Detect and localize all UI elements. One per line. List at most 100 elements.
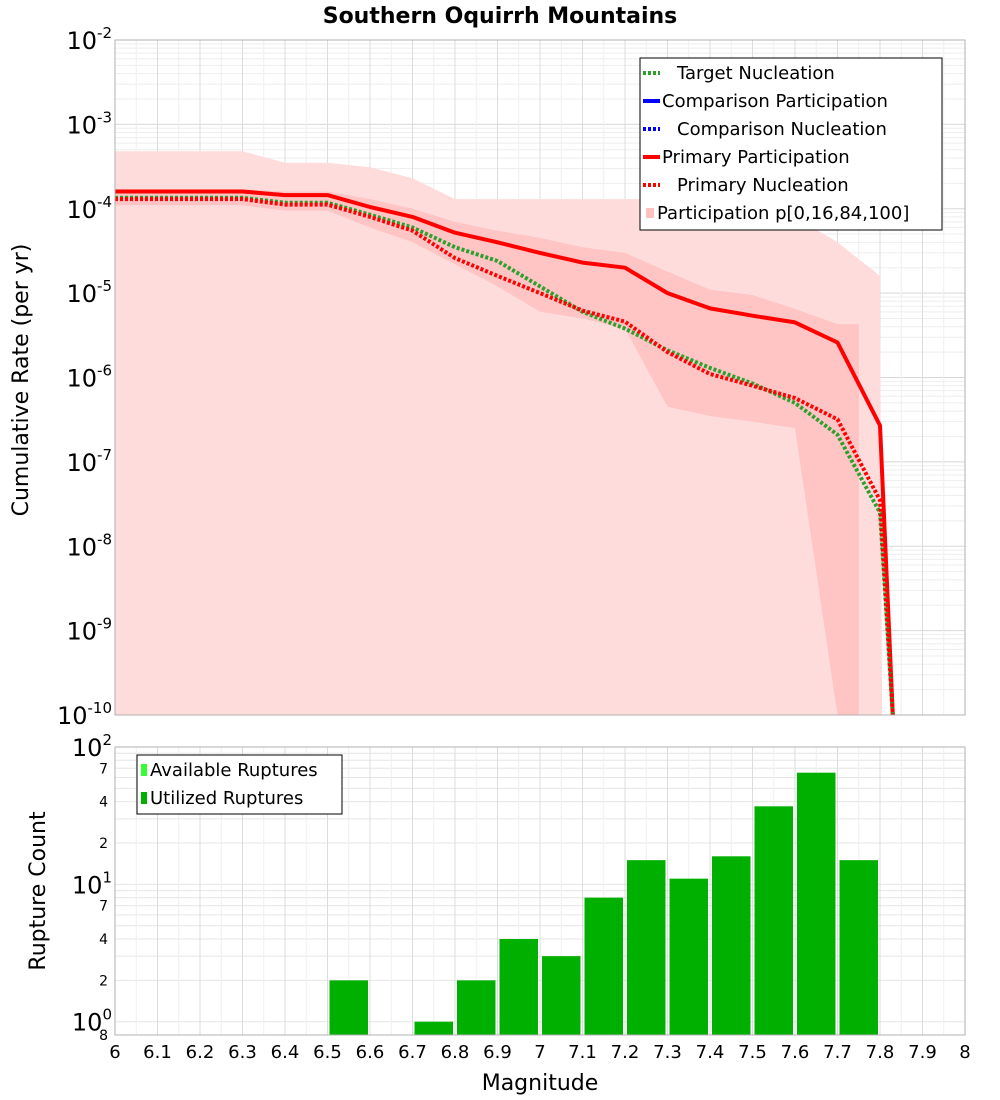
x-tick-label: 6 xyxy=(109,1042,120,1063)
legend-label-available-ruptures: Available Ruptures xyxy=(150,760,318,781)
count-bar xyxy=(499,939,538,1035)
x-tick-label: 7.3 xyxy=(653,1042,682,1063)
rate-plot-frame xyxy=(114,39,966,716)
rate-y-tick-label: 10-7 xyxy=(66,446,112,477)
rate-y-tick-label: 10-8 xyxy=(66,530,112,561)
rate-y-tick-label: 10-4 xyxy=(66,193,112,224)
x-ticks: 6 6.1 6.2 6.3 6.4 6.5 6.6 6.7 6.8 6.9 7 7.1 7.2 7.3 7.… xyxy=(109,1042,970,1063)
count-y-tick-label: 100 xyxy=(72,1006,112,1037)
x-tick-label: 6.6 xyxy=(356,1042,385,1063)
rate-y-tick-base: 10 xyxy=(66,365,97,393)
count-y-tick-label: 2 xyxy=(99,836,108,852)
count-legend: Available Ruptures Utilized Ruptures xyxy=(136,754,343,815)
x-tick-label: 6.8 xyxy=(441,1042,470,1063)
count-y-tick-label: 7 xyxy=(99,761,108,777)
count-y-tick-exponent: 1 xyxy=(102,868,112,886)
count-bar xyxy=(414,1021,453,1035)
rate-y-tick-exponent: -3 xyxy=(97,108,112,126)
rate-y-tick-base: 10 xyxy=(66,280,97,308)
count-y-tick-label: 102 xyxy=(72,731,112,762)
count-y-tick-base: 10 xyxy=(72,871,103,899)
x-tick-label: 7.8 xyxy=(866,1042,895,1063)
rate-y-tick-label: 10-10 xyxy=(57,699,112,730)
count-bar xyxy=(754,806,793,1035)
series-line-primary-nucleation xyxy=(115,197,895,716)
legend-label-participation-p-0-16-84-100-: Participation p[0,16,84,100] xyxy=(657,203,909,224)
legend-swatch-utilized-ruptures xyxy=(141,792,147,804)
count-y-tick-exponent: 2 xyxy=(102,731,112,749)
rate-y-tick-base: 10 xyxy=(66,618,97,646)
count-bar xyxy=(797,772,836,1035)
count-y-tick-label: 101 xyxy=(72,868,112,899)
chart-title: Southern Oquirrh Mountains xyxy=(323,4,678,29)
x-tick-label: 6.9 xyxy=(483,1042,512,1063)
x-tick-label: 7.4 xyxy=(696,1042,725,1063)
x-tick-label: 7.1 xyxy=(568,1042,597,1063)
count-bar xyxy=(669,878,708,1035)
count-y-axis-label: Rupture Count xyxy=(26,811,51,971)
count-bar xyxy=(584,897,623,1035)
rate-y-tick-exponent: -2 xyxy=(97,24,112,42)
count-y-tick-label: 2 xyxy=(99,973,108,989)
rate-legend: Target Nucleation Comparison Participatio… xyxy=(639,57,943,231)
count-bar xyxy=(627,860,666,1035)
x-tick-label: 7.7 xyxy=(823,1042,852,1063)
x-tick-label: 7.5 xyxy=(738,1042,767,1063)
participation-band-inner xyxy=(115,189,859,716)
count-y-tick-exponent: 0 xyxy=(102,1006,112,1024)
rate-y-tick-exponent: -5 xyxy=(97,277,112,295)
rate-y-tick-exponent: -9 xyxy=(97,615,112,633)
rate-y-tick-label: 10-2 xyxy=(66,24,112,55)
participation-bands xyxy=(115,151,883,716)
rate-y-ticks: 10-210-310-410-510-610-710-810-910-10 xyxy=(57,24,112,730)
rate-y-tick-label: 10-5 xyxy=(66,277,112,308)
count-y-tick-label: 8 xyxy=(99,1028,108,1044)
rate-y-tick-label: 10-6 xyxy=(66,362,112,393)
rate-y-tick-base: 10 xyxy=(57,702,88,730)
rate-y-tick-base: 10 xyxy=(66,533,97,561)
count-y-tick-base: 10 xyxy=(72,1009,103,1037)
legend-label-target-nucleation: Target Nucleation xyxy=(676,63,835,84)
x-axis-label: Magnitude xyxy=(482,1071,599,1096)
rate-y-axis-label: Cumulative Rate (per yr) xyxy=(9,244,34,517)
rate-y-tick-base: 10 xyxy=(66,27,97,55)
series-line-primary-participation xyxy=(115,189,895,716)
legend-label-comparison-nucleation: Comparison Nucleation xyxy=(677,119,887,140)
x-tick-label: 7.6 xyxy=(781,1042,810,1063)
count-y-tick-label: 4 xyxy=(99,932,108,948)
rate-lines xyxy=(115,189,895,716)
x-tick-label: 7.9 xyxy=(908,1042,937,1063)
x-tick-label: 6.7 xyxy=(398,1042,427,1063)
count-bar xyxy=(457,980,496,1035)
rate-y-tick-exponent: -7 xyxy=(97,446,112,464)
count-bar xyxy=(542,956,581,1035)
x-tick-label: 6.4 xyxy=(271,1042,300,1063)
rate-panel: 10-210-310-410-510-610-710-810-910-10 Cu… xyxy=(9,24,966,730)
count-bar xyxy=(329,980,368,1035)
x-tick-label: 6.5 xyxy=(313,1042,342,1063)
x-tick-label: 6.3 xyxy=(228,1042,257,1063)
rate-y-tick-base: 10 xyxy=(66,111,97,139)
rate-y-tick-exponent: -4 xyxy=(97,193,112,211)
legend-label-primary-nucleation: Primary Nucleation xyxy=(677,175,849,196)
x-tick-label: 6.2 xyxy=(186,1042,215,1063)
x-tick-label: 7.2 xyxy=(611,1042,640,1063)
x-tick-label: 6.1 xyxy=(143,1042,172,1063)
x-tick-label: 8 xyxy=(959,1042,970,1063)
count-y-tick-label: 4 xyxy=(99,795,108,811)
rate-y-tick-label: 10-3 xyxy=(66,108,112,139)
rate-y-tick-base: 10 xyxy=(66,449,97,477)
count-bars xyxy=(329,772,878,1035)
count-y-tick-base: 10 xyxy=(72,734,103,762)
count-y-tick-label: 7 xyxy=(99,899,108,915)
count-plot-frame xyxy=(114,746,966,1036)
rate-y-tick-label: 10-9 xyxy=(66,615,112,646)
x-tick-label: 7 xyxy=(534,1042,545,1063)
count-bar xyxy=(839,860,878,1035)
rate-y-tick-exponent: -6 xyxy=(97,362,112,380)
rate-y-tick-exponent: -10 xyxy=(88,699,113,717)
